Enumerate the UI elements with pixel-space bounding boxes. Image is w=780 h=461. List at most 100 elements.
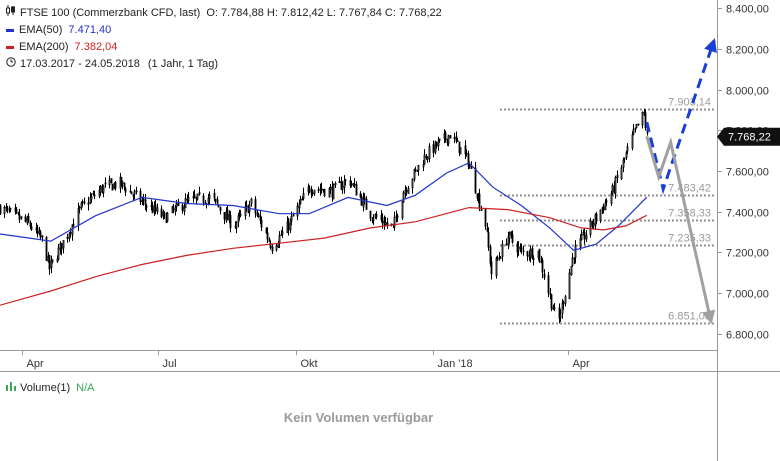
candle-body [486,227,489,232]
candle-body [501,243,504,257]
no-volume-message: Kein Volumen verfügbar [283,410,434,425]
candle-body [435,142,438,147]
x-tick-label: Okt [301,358,318,370]
candle-body [15,208,18,213]
candle-body [124,188,127,193]
candlesticks [0,108,649,324]
candle-body [422,164,425,168]
candle-body [413,169,416,180]
candle-body [193,194,196,198]
candle-body [474,167,477,194]
candle-body [363,196,366,201]
candle-body [20,216,23,219]
y-tick-label: 7.000,00 [726,289,769,301]
bearish-projection-arrow [645,135,716,325]
candle-body [417,164,420,171]
candle-body [541,259,544,273]
ema50-swatch [6,29,14,32]
candle-body [449,135,452,139]
candle-body [553,307,556,310]
legend-title-row: FTSE 100 (Commerzbank CFD, last) O: 7.78… [6,5,442,22]
legend-period-row: 17.03.2017 - 24.05.2018 (1 Jahr, 1 Tag) [6,56,442,73]
candle-body [437,140,440,147]
candle-body [268,239,271,242]
candle-body [350,183,353,185]
candle-body [93,194,96,197]
candle-body [320,188,323,191]
candle-body [50,260,53,268]
legend-ema200-row[interactable]: EMA(200) 7.382,04 [6,39,442,56]
candle-body [508,231,511,239]
candle-body [605,200,608,203]
candle-body [393,217,396,228]
last-price-marker: 7.768,22 [717,127,780,146]
candle-body [522,250,525,253]
projection-arrows [645,38,717,325]
y-tick-label: 8.200,00 [726,45,769,57]
candle-body [290,215,293,222]
candle-body [78,206,81,210]
candle-body [532,257,535,260]
candle-body [132,194,135,197]
candle-body [580,234,583,241]
candle-body [635,123,638,128]
ema200-label: EMA(200) [19,41,69,53]
candle-body [343,180,346,188]
level-label: 7.483,42 [668,183,711,195]
candle-body [355,183,358,196]
candle-body [151,206,154,214]
clock-icon [6,56,17,73]
candle-body [208,194,211,200]
volume-legend: Volume(1) N/A [6,381,94,394]
legend-ema50-row[interactable]: EMA(50) 7.471,40 [6,22,442,39]
candle-body [520,247,523,250]
candle-body [499,257,502,260]
candle-body [531,248,534,259]
candle-body [275,245,278,251]
candle-body [311,192,314,195]
candle-body [99,186,102,193]
candle-body [254,199,257,214]
candle-body [625,152,628,158]
candle-body [323,189,326,197]
candle-body [69,231,72,234]
candle-body [260,219,263,228]
candle-body [487,232,490,248]
candle-body [386,222,389,225]
candle-body [353,183,356,186]
candle-body [181,204,184,211]
candle-body [278,235,281,244]
candle-body [133,191,136,195]
bullish-projection-arrow [645,38,717,195]
candle-body [426,156,429,161]
candle-body [328,188,331,198]
candle-body [490,261,493,275]
level-label: 7.235,33 [668,233,711,245]
candle-body [102,184,105,193]
candle-body [372,218,375,221]
candle-body [80,202,83,209]
x-tick-label: Jul [163,358,177,370]
candle-body [71,224,74,236]
candle-body [17,212,20,215]
candle-body [175,203,178,208]
candle-body [257,213,260,217]
candle-body [156,207,159,213]
candle-body [332,184,335,200]
candle-body [496,258,499,261]
ema50-value: 7.471,40 [68,24,112,36]
candle-body [239,213,242,216]
candle-body [281,231,284,235]
candle-body [174,206,177,212]
candle-body [478,193,481,209]
candle-body [381,217,384,224]
candle-body [384,221,387,226]
candle-body [3,206,6,214]
candle-body [145,205,148,208]
candle-body [341,185,344,191]
candle-body [45,236,48,261]
candle-body [526,251,529,257]
x-tick-label: Jan '18 [438,358,473,370]
candle-body [550,294,553,309]
